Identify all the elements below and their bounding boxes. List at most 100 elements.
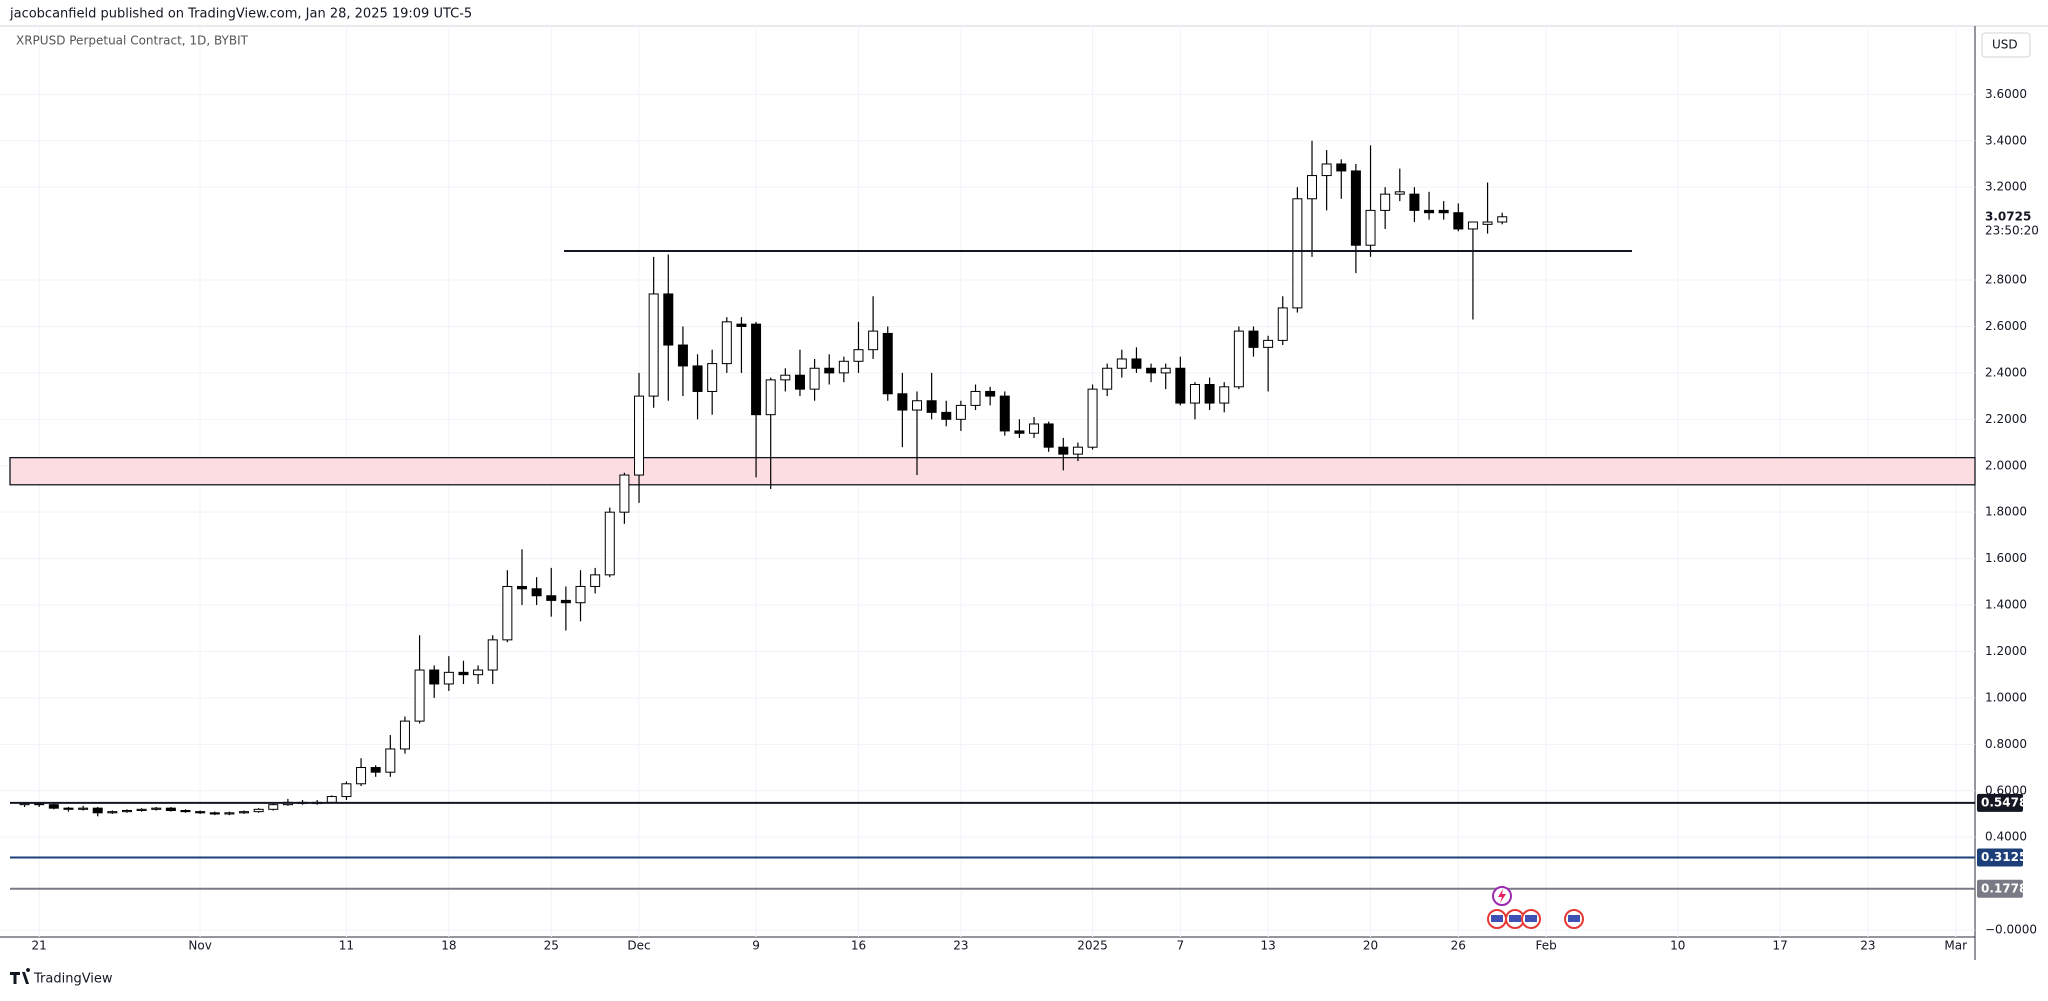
candle-body <box>765 379 776 416</box>
candle-body <box>370 767 381 773</box>
y-tick-label: 1.6000 <box>1985 551 2027 565</box>
y-tick-label: 3.6000 <box>1985 87 2027 101</box>
countdown-label: 23:50:20 <box>1985 223 2039 237</box>
candle-body <box>575 585 586 604</box>
candle-body <box>1116 358 1127 369</box>
y-tick-label: 1.0000 <box>1985 690 2027 704</box>
x-tick-label: 20 <box>1363 939 1378 953</box>
candle-body <box>1189 384 1200 404</box>
candle-body <box>414 669 425 722</box>
candle-body <box>136 808 147 811</box>
y-tick-label: 2.6000 <box>1985 319 2027 333</box>
flag <box>1568 915 1580 922</box>
candle-body <box>1438 209 1449 214</box>
candle-body <box>999 395 1010 432</box>
candle-body <box>941 411 952 420</box>
candle-body <box>926 400 937 413</box>
candle-body <box>1160 367 1171 374</box>
y-tick-label: 1.8000 <box>1985 505 2027 519</box>
y-tick-label: 2.0000 <box>1985 458 2027 472</box>
candle-body <box>1482 221 1493 225</box>
x-tick-label: 25 <box>544 939 559 953</box>
candle-body <box>1424 209 1435 214</box>
last-price-label: 3.0725 <box>1985 209 2031 223</box>
candle-body <box>663 293 674 346</box>
candle-body <box>868 330 879 351</box>
candle-body <box>180 809 191 813</box>
candle-body <box>1014 430 1025 434</box>
candle-body <box>429 669 440 685</box>
y-tick-label: 3.4000 <box>1985 133 2027 147</box>
candle-body <box>1497 216 1508 223</box>
candle-body <box>443 671 454 685</box>
y-tick-label: 2.4000 <box>1985 365 2027 379</box>
candle-body <box>1102 367 1113 390</box>
brand-logo <box>10 968 31 984</box>
x-tick-label: 7 <box>1177 939 1185 953</box>
candle-body <box>809 367 820 390</box>
candle-body <box>1058 446 1069 455</box>
y-tick-label: 3.2000 <box>1985 180 2027 194</box>
flag <box>1491 915 1503 922</box>
candle-body <box>736 323 747 327</box>
flag <box>1509 915 1521 922</box>
level-label: 0.1778 <box>1981 881 2027 895</box>
candle-body <box>677 344 688 367</box>
candle-body <box>385 748 396 773</box>
candle-body <box>341 783 352 798</box>
candle-body <box>107 811 118 814</box>
last-price-bg <box>1977 206 2035 241</box>
candle-body <box>224 812 235 815</box>
candle-body <box>619 474 630 513</box>
candle-body <box>1043 423 1054 448</box>
publish-header: jacobcanfield published on TradingView.c… <box>9 7 472 22</box>
symbol-title: XRPUSD Perpetual Contract, 1D, BYBIT <box>16 34 249 48</box>
candle-body <box>1263 339 1274 348</box>
currency-button[interactable] <box>1981 32 2031 58</box>
candle-body <box>985 390 996 397</box>
candle-body <box>1336 163 1347 172</box>
candle-body <box>48 804 59 809</box>
y-tick-label: 0.8000 <box>1985 737 2027 751</box>
y-tick-label: 2.8000 <box>1985 273 2027 287</box>
candle-body <box>473 669 484 676</box>
x-tick-label: Mar <box>1944 939 1967 953</box>
candle-body <box>92 807 103 814</box>
x-tick-label: 2025 <box>1077 939 1108 953</box>
x-tick-label: 16 <box>851 939 866 953</box>
candle-body <box>1321 163 1332 177</box>
x-tick-label: Nov <box>188 939 211 953</box>
candle-body <box>1175 367 1186 404</box>
x-tick-label: 18 <box>441 939 456 953</box>
candle-body <box>1467 221 1478 230</box>
y-tick-label: 0.6000 <box>1985 783 2027 797</box>
candle-body <box>882 332 893 395</box>
x-tick-label: 21 <box>32 939 47 953</box>
event-glyph <box>1498 889 1506 903</box>
candle-body <box>151 807 162 810</box>
candle-body <box>707 363 718 392</box>
candle-body <box>1029 423 1040 434</box>
candle-body <box>502 585 513 641</box>
level-label-bg <box>1977 848 2023 867</box>
candle-body <box>970 390 981 406</box>
candle-body <box>195 811 206 814</box>
level-label-bg <box>1977 793 2023 812</box>
axes: −0.0000 0.4000 0.6000 0.8000 1.0000 1.2000 1.4… <box>32 87 2039 953</box>
candle-body <box>912 400 922 411</box>
x-tick-label: 26 <box>1451 939 1466 953</box>
candle-body <box>560 599 571 604</box>
event-icons <box>1487 886 1584 929</box>
currency-label[interactable]: USD <box>1992 38 2018 52</box>
y-tick-label: −0.0000 <box>1985 923 2037 937</box>
candle-body <box>1219 386 1230 404</box>
candle-body <box>751 323 762 416</box>
x-tick-label: 13 <box>1260 939 1275 953</box>
candle-body <box>546 595 557 601</box>
candle-body <box>1365 209 1376 246</box>
candle-body <box>853 349 864 362</box>
candle-body <box>1409 193 1420 211</box>
candles <box>19 140 1508 817</box>
candle-body <box>1072 446 1083 455</box>
